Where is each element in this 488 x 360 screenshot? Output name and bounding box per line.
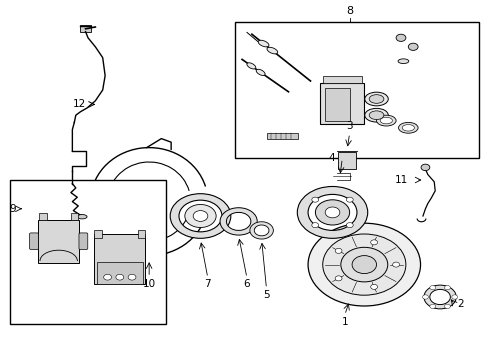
Bar	[39, 213, 46, 220]
Ellipse shape	[258, 40, 268, 47]
Circle shape	[370, 284, 377, 289]
Circle shape	[392, 262, 399, 267]
FancyBboxPatch shape	[79, 233, 87, 249]
Circle shape	[420, 164, 429, 171]
Circle shape	[370, 240, 377, 245]
Circle shape	[422, 295, 427, 299]
Circle shape	[340, 247, 387, 282]
Bar	[322, 76, 361, 83]
Circle shape	[311, 197, 318, 202]
Circle shape	[429, 304, 435, 309]
Circle shape	[407, 43, 417, 50]
Ellipse shape	[77, 215, 87, 219]
Ellipse shape	[266, 47, 277, 54]
Text: 10: 10	[142, 279, 155, 289]
Text: 7: 7	[204, 279, 211, 289]
Text: 4: 4	[327, 153, 334, 163]
Bar	[10, 180, 166, 324]
Ellipse shape	[246, 63, 255, 69]
Bar	[138, 230, 145, 238]
Bar	[266, 133, 298, 139]
Bar	[97, 262, 142, 284]
Ellipse shape	[364, 108, 387, 122]
Circle shape	[307, 223, 420, 306]
Text: 6: 6	[243, 279, 250, 289]
Circle shape	[193, 211, 207, 221]
Bar	[80, 25, 91, 32]
Circle shape	[346, 222, 352, 228]
Circle shape	[451, 295, 457, 299]
Circle shape	[103, 274, 111, 280]
Circle shape	[444, 304, 449, 309]
Text: 11: 11	[394, 175, 407, 185]
Circle shape	[116, 274, 123, 280]
Circle shape	[322, 234, 405, 295]
Circle shape	[334, 248, 341, 253]
Circle shape	[444, 285, 449, 290]
Circle shape	[325, 207, 339, 218]
Text: 9: 9	[9, 204, 16, 214]
Text: 3: 3	[346, 121, 352, 131]
Circle shape	[315, 200, 349, 225]
Ellipse shape	[398, 122, 417, 133]
Text: 5: 5	[263, 290, 269, 300]
Text: 8: 8	[346, 6, 352, 16]
Ellipse shape	[380, 117, 391, 124]
Bar	[94, 234, 145, 284]
Text: 1: 1	[341, 317, 347, 327]
Ellipse shape	[376, 115, 395, 126]
Circle shape	[334, 276, 341, 281]
Bar	[325, 88, 349, 121]
Circle shape	[128, 274, 136, 280]
Bar	[70, 213, 78, 220]
Circle shape	[429, 285, 435, 290]
Ellipse shape	[368, 95, 383, 103]
Circle shape	[395, 34, 405, 41]
Ellipse shape	[364, 92, 387, 106]
Bar	[38, 220, 79, 263]
Ellipse shape	[368, 111, 383, 120]
Text: 12: 12	[72, 99, 85, 109]
Bar	[320, 83, 364, 124]
Bar	[94, 230, 102, 238]
FancyBboxPatch shape	[29, 233, 38, 249]
Circle shape	[184, 204, 216, 228]
Ellipse shape	[397, 59, 408, 63]
Bar	[234, 22, 478, 158]
Bar	[338, 152, 355, 169]
Circle shape	[351, 256, 376, 274]
Ellipse shape	[256, 69, 264, 76]
Text: 2: 2	[456, 299, 463, 309]
Ellipse shape	[401, 125, 414, 131]
Circle shape	[311, 222, 318, 228]
Circle shape	[346, 197, 352, 202]
